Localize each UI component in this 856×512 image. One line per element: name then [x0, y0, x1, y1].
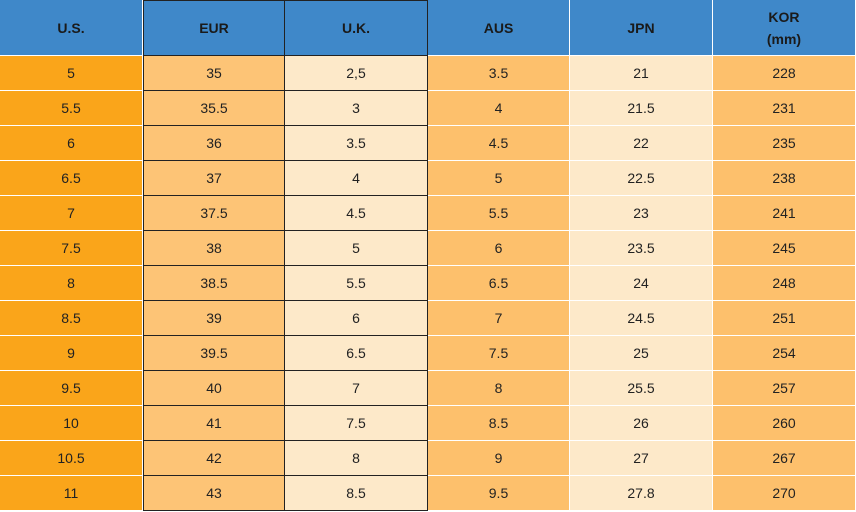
- table-cell: 6.5: [428, 266, 570, 301]
- table-cell: 6: [0, 126, 143, 161]
- table-cell: 8: [428, 371, 570, 406]
- header-cell: KOR (mm): [713, 0, 856, 56]
- table-cell: 3: [285, 91, 428, 126]
- table-cell: 4.5: [285, 196, 428, 231]
- table-cell: 8: [0, 266, 143, 301]
- table-cell: 6.5: [285, 336, 428, 371]
- table-cell: 260: [713, 406, 856, 441]
- table-cell: 4: [285, 161, 428, 196]
- table-cell: 40: [143, 371, 285, 406]
- table-cell: 7.5: [0, 231, 143, 266]
- table-cell: 3.5: [428, 56, 570, 91]
- table-cell: 241: [713, 196, 856, 231]
- header-cell: AUS: [428, 0, 570, 56]
- table-cell: 35: [143, 56, 285, 91]
- table-cell: 39.5: [143, 336, 285, 371]
- table-cell: 37: [143, 161, 285, 196]
- table-cell: 41: [143, 406, 285, 441]
- table-cell: 39: [143, 301, 285, 336]
- table-cell: 3.5: [285, 126, 428, 161]
- table-cell: 24.5: [570, 301, 713, 336]
- table-cell: 257: [713, 371, 856, 406]
- header-cell: EUR: [143, 0, 285, 56]
- table-cell: 248: [713, 266, 856, 301]
- table-cell: 25: [570, 336, 713, 371]
- table-cell: 25.5: [570, 371, 713, 406]
- table-cell: 22.5: [570, 161, 713, 196]
- table-cell: 7.5: [428, 336, 570, 371]
- table-cell: 7.5: [285, 406, 428, 441]
- table-cell: 7: [0, 196, 143, 231]
- table-cell: 8.5: [0, 301, 143, 336]
- table-cell: 35.5: [143, 91, 285, 126]
- table-cell: 6: [285, 301, 428, 336]
- table-cell: 8.5: [428, 406, 570, 441]
- table-cell: 7: [428, 301, 570, 336]
- table-cell: 5: [285, 231, 428, 266]
- table-cell: 38: [143, 231, 285, 266]
- table-cell: 231: [713, 91, 856, 126]
- table-cell: 8.5: [285, 476, 428, 511]
- table-cell: 7: [285, 371, 428, 406]
- table-cell: 23: [570, 196, 713, 231]
- table-cell: 238: [713, 161, 856, 196]
- table-cell: 5.5: [428, 196, 570, 231]
- table-cell: 10.5: [0, 441, 143, 476]
- table-cell: 4.5: [428, 126, 570, 161]
- table-cell: 36: [143, 126, 285, 161]
- table-cell: 5.5: [0, 91, 143, 126]
- table-cell: 267: [713, 441, 856, 476]
- table-cell: 5: [428, 161, 570, 196]
- header-cell: JPN: [570, 0, 713, 56]
- table-cell: 4: [428, 91, 570, 126]
- table-cell: 24: [570, 266, 713, 301]
- table-cell: 5: [0, 56, 143, 91]
- table-cell: 42: [143, 441, 285, 476]
- table-cell: 23.5: [570, 231, 713, 266]
- table-cell: 235: [713, 126, 856, 161]
- table-cell: 245: [713, 231, 856, 266]
- table-cell: 6: [428, 231, 570, 266]
- header-cell: U.K.: [285, 0, 428, 56]
- table-cell: 2,5: [285, 56, 428, 91]
- table-cell: 11: [0, 476, 143, 511]
- table-cell: 27: [570, 441, 713, 476]
- header-cell: U.S.: [0, 0, 143, 56]
- table-cell: 228: [713, 56, 856, 91]
- table-cell: 37.5: [143, 196, 285, 231]
- table-cell: 9: [428, 441, 570, 476]
- table-cell: 21: [570, 56, 713, 91]
- table-cell: 21.5: [570, 91, 713, 126]
- table-cell: 9.5: [0, 371, 143, 406]
- table-cell: 9.5: [428, 476, 570, 511]
- table-cell: 22: [570, 126, 713, 161]
- table-cell: 8: [285, 441, 428, 476]
- table-cell: 10: [0, 406, 143, 441]
- table-cell: 6.5: [0, 161, 143, 196]
- table-cell: 27.8: [570, 476, 713, 511]
- table-cell: 251: [713, 301, 856, 336]
- table-cell: 5.5: [285, 266, 428, 301]
- table-cell: 26: [570, 406, 713, 441]
- table-cell: 254: [713, 336, 856, 371]
- table-cell: 9: [0, 336, 143, 371]
- table-cell: 43: [143, 476, 285, 511]
- table-cell: 38.5: [143, 266, 285, 301]
- table-cell: 270: [713, 476, 856, 511]
